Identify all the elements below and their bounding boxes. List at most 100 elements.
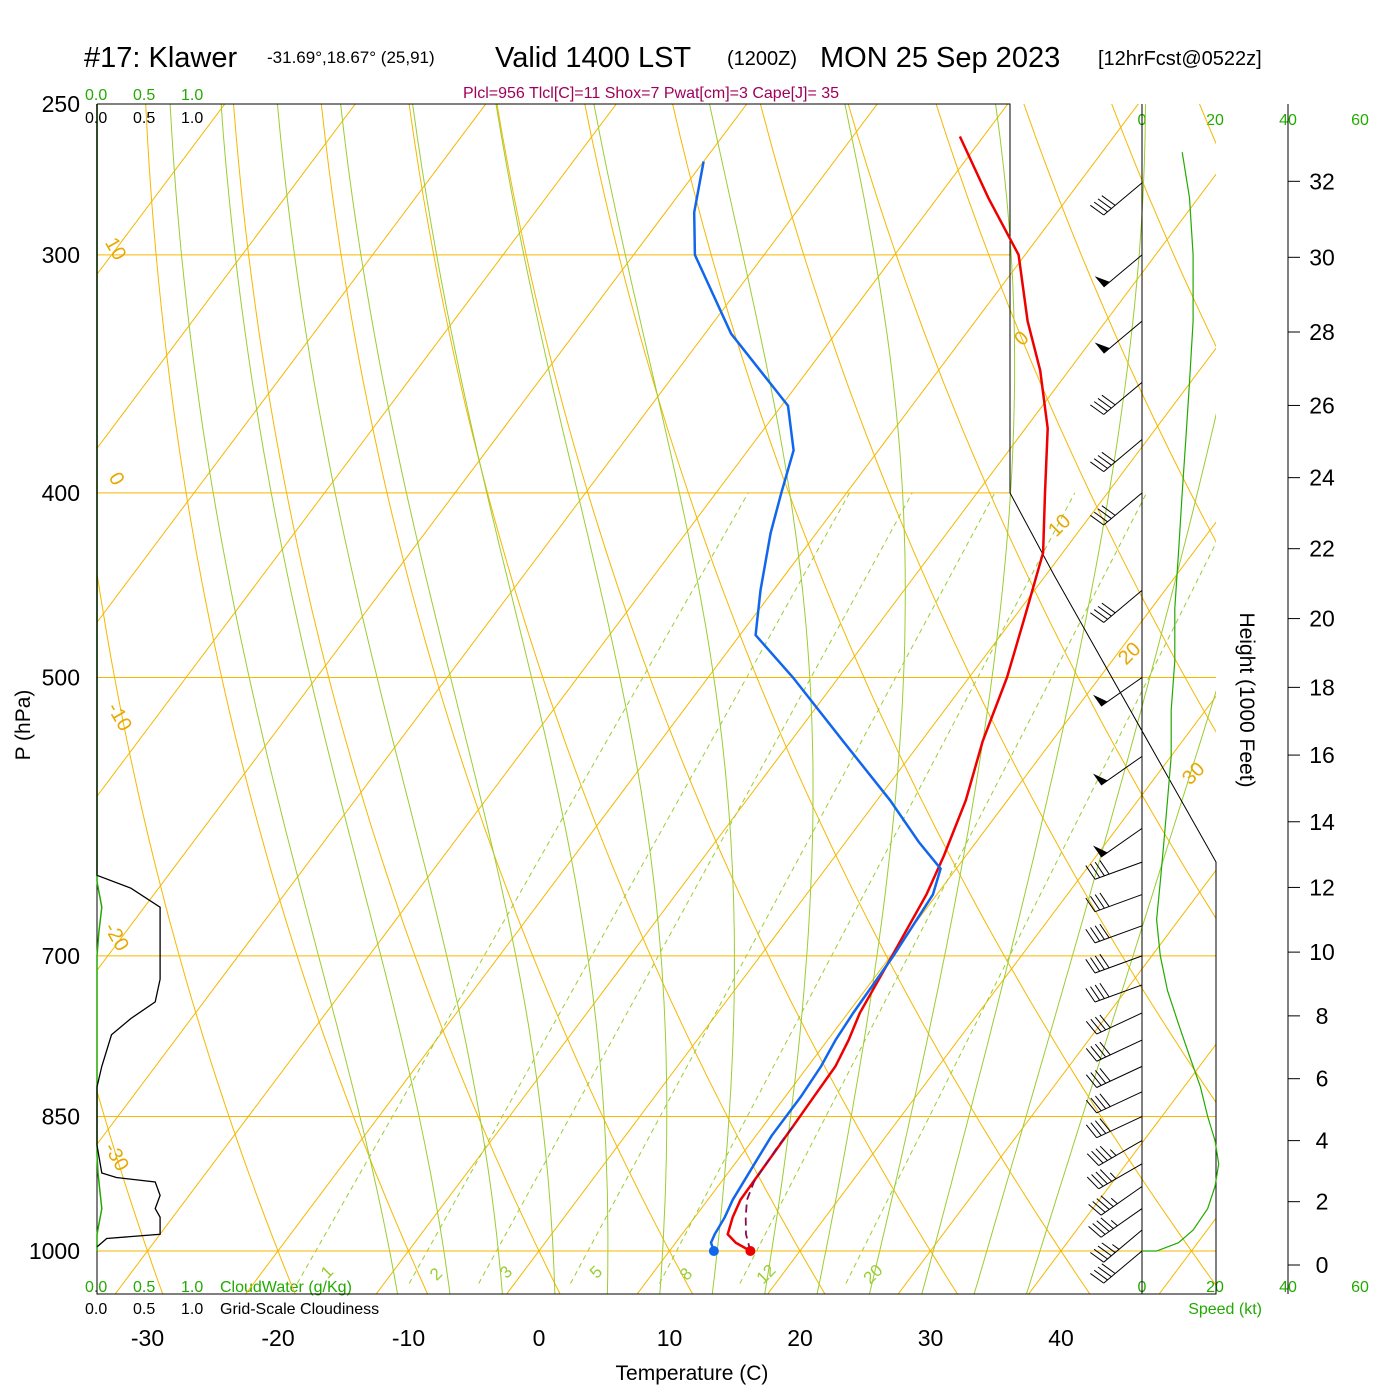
wind-barb-full (1100, 1217, 1114, 1230)
isotherm-label: -10 (102, 699, 136, 735)
wind-barb-full (1090, 1122, 1102, 1136)
dewpoint-line (692, 161, 942, 1252)
mixing-ratio-label: 3 (496, 1262, 516, 1282)
y-tick-label: 850 (42, 1104, 80, 1130)
isotherm-line (97, 104, 878, 1146)
wind-barb (1090, 439, 1143, 473)
isotherm-line (897, 869, 1216, 1294)
wind-barb-staff (1094, 984, 1143, 1003)
wind-barb-full (1100, 1195, 1114, 1207)
diagram-frame (96, 103, 1289, 1295)
wind-barb-staff (1098, 1163, 1143, 1190)
wind-barb-half (1109, 1172, 1117, 1180)
wind-barb-full (1088, 1203, 1102, 1216)
mixing-ratio-line (845, 541, 1216, 1284)
surface-dewpoint-dot (708, 1246, 719, 1256)
isotherm-line (97, 104, 617, 798)
dry-adiabat-line (1273, 70, 1400, 1299)
y-tick-label: 500 (42, 665, 80, 691)
wind-barb-full (1090, 1273, 1104, 1284)
dry-adiabat-line (496, 104, 959, 1294)
y-tick-label: 400 (42, 480, 80, 506)
height-tick-label: 0 (1316, 1252, 1329, 1278)
wind-barb-staff (1096, 1012, 1143, 1035)
wind-barb-full (1094, 894, 1105, 909)
speed-tick-top-3: 60 (1351, 112, 1369, 129)
wind-barb-full (1091, 1150, 1104, 1164)
wind-barb-full (1090, 1018, 1102, 1033)
mixing-ratio-labels: 1 2 3 5 8 12 20 (317, 1261, 886, 1288)
x-tick-label: 0 (533, 1325, 546, 1351)
mixing-ratio-label: 20 (860, 1261, 887, 1288)
parcel-line (744, 1125, 794, 1252)
cloudwater-label: CloudWater (g/Kg) (220, 1279, 352, 1296)
wind-barb-full (1093, 511, 1108, 523)
isotherm-line (1028, 1043, 1216, 1294)
axis-ticks: -30 -20 -10 0 10 20 30 402503004005007008501000… (29, 91, 1335, 1351)
isotherm-label: 10 (100, 234, 130, 264)
dry-adiabat-line (1198, 104, 1216, 145)
wind-barb-full (1090, 863, 1101, 878)
sounding-series (692, 135, 1049, 1256)
wind-barb-full (1099, 982, 1110, 998)
wind-barb-full (1093, 609, 1108, 620)
wind-barb-full (1094, 955, 1105, 970)
wind-barb-full (1097, 605, 1112, 617)
cloudwater-tick-bottom-2: 1.0 (181, 1279, 203, 1296)
moist-adiabat-line (816, 104, 906, 1294)
wind-barb-full (1095, 1148, 1108, 1161)
wind-barb (1085, 1065, 1143, 1088)
moist-adiabat-line (921, 104, 1147, 1294)
height-tick-label: 12 (1309, 874, 1335, 900)
wind-barb (1085, 953, 1143, 974)
wind-barb (1093, 827, 1143, 858)
wind-barb-full (1094, 861, 1105, 877)
mixing-ratio-line (478, 492, 913, 1284)
cloudiness-tick-bottom-2: 1.0 (181, 1301, 203, 1318)
dry-adiabat-line (145, 104, 429, 1294)
wind-barb-full (1099, 953, 1110, 969)
wind-barb-staff (1103, 182, 1143, 216)
isotherm-label: 0 (104, 469, 129, 490)
wind-barb-full (1094, 984, 1105, 999)
wind-barb-full (1090, 404, 1104, 415)
y-axis-title: P (hPa) (12, 690, 35, 761)
wind-barb-staff (1100, 827, 1143, 858)
wind-barb-full (1090, 514, 1104, 526)
height-tick-label: 28 (1309, 319, 1335, 345)
wind-barb (1094, 254, 1143, 288)
height-tick-label: 30 (1309, 244, 1335, 270)
wind-barb-full (1090, 927, 1101, 942)
wind-barb-full (1090, 204, 1104, 216)
wind-barb (1093, 677, 1143, 707)
isotherm-line (97, 104, 356, 450)
wind-barb-full (1090, 1097, 1102, 1112)
wind-barb-full (1097, 455, 1112, 466)
wind-barb-full (1094, 1120, 1107, 1134)
wind-barb-full (1086, 1153, 1100, 1166)
cloudiness-tick-top-2: 1.0 (181, 110, 203, 127)
isotherm-label: -20 (99, 919, 133, 955)
wind-barb-staff (1096, 1116, 1143, 1139)
height-tick-label: 6 (1316, 1066, 1329, 1092)
wind-barb (1090, 382, 1143, 415)
wind-barb (1085, 982, 1143, 1003)
valid-time: Valid 1400 LST (495, 42, 691, 74)
wind-barb (1094, 320, 1143, 354)
height-tick-label: 26 (1309, 392, 1335, 418)
wind-barb-half (1110, 1197, 1118, 1205)
wind-barb (1085, 1039, 1143, 1062)
wind-barb-full (1092, 1201, 1106, 1213)
wind-barb-half (1109, 1149, 1117, 1156)
wind-barb-full (1095, 1171, 1108, 1185)
wind-barb-full (1097, 198, 1112, 209)
height-tick-label: 32 (1309, 168, 1335, 194)
y-tick-label: 700 (42, 943, 80, 969)
wind-barb-flag (1094, 276, 1110, 287)
isotherm-label: 20 (1114, 638, 1145, 669)
station-location: -31.69°,18.67° (25,91) (267, 48, 435, 67)
mixing-ratio-label: 2 (426, 1264, 446, 1284)
wind-barb-full (1101, 195, 1116, 206)
height-axis-title: Height (1000 Feet) (1235, 612, 1258, 787)
